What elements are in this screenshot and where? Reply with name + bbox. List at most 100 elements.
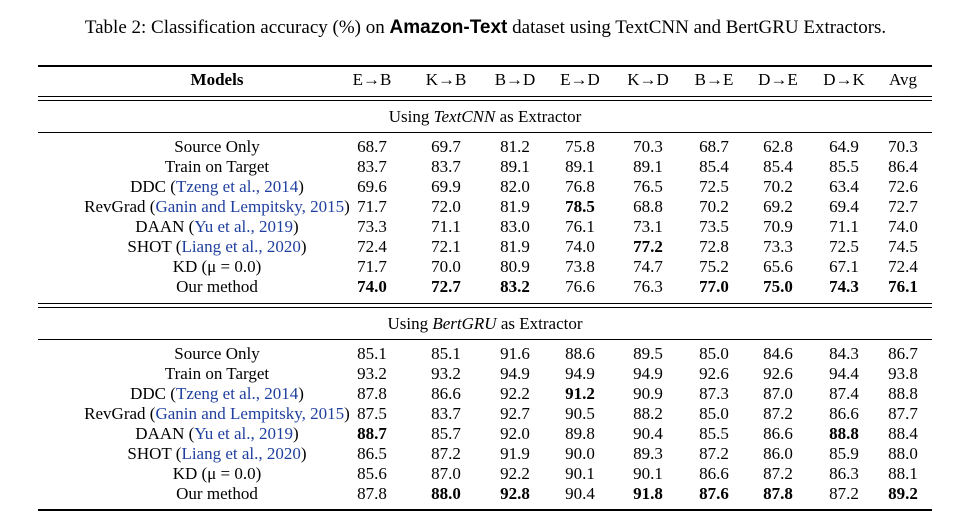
column-header: D→K xyxy=(823,70,865,89)
table-cell: 87.8 xyxy=(763,484,793,503)
table-cell: 72.1 xyxy=(431,237,461,256)
table-cell: 92.7 xyxy=(500,404,530,423)
model-name: Source Only xyxy=(38,137,396,157)
table-cell: 75.2 xyxy=(699,257,729,276)
table-cell: 72.7 xyxy=(888,197,918,216)
table-cell: 87.7 xyxy=(888,404,918,423)
table-cell: 73.3 xyxy=(763,237,793,256)
model-label: KD (μ = 0.0) xyxy=(172,257,262,276)
table-cell: 72.0 xyxy=(431,197,461,216)
model-label: Our method xyxy=(176,277,258,296)
model-name: RevGrad (Ganin and Lempitsky, 2015) xyxy=(84,404,350,423)
table-row: KD (μ = 0.0) 85.6 87.0 92.2 90.1 90.1 86.6 87.2… xyxy=(0,464,971,484)
table-cell: 70.0 xyxy=(431,257,461,276)
column-header: K→D xyxy=(627,70,669,89)
table-cell: 94.9 xyxy=(633,364,663,383)
table-cell: 94.9 xyxy=(500,364,530,383)
section-extractor: TextCNN xyxy=(433,107,496,126)
section-title-post: as Extractor xyxy=(495,107,582,126)
table-cell: 70.9 xyxy=(763,217,793,236)
table-cell: 69.6 xyxy=(357,177,387,196)
table-cell: 72.7 xyxy=(431,277,461,296)
table-cell: 91.6 xyxy=(500,344,530,363)
citation-link: Liang et al., 2020 xyxy=(181,444,301,463)
header-row: Models E→B K→B B→D E→D K→D B→E D→E D→K Avg xyxy=(0,70,971,90)
table-cell: 67.1 xyxy=(829,257,859,276)
caption-suffix: dataset using TextCNN and BertGRU Extrac… xyxy=(507,17,887,38)
table-cell: 86.4 xyxy=(888,157,918,176)
model-name: Train on Target xyxy=(38,364,396,384)
table-cell: 85.4 xyxy=(763,157,793,176)
table-cell: 75.0 xyxy=(763,277,793,296)
table-cell: 65.6 xyxy=(763,257,793,276)
column-header: K→B xyxy=(425,70,467,89)
model-label: DAAN xyxy=(135,424,185,443)
table-cell: 73.8 xyxy=(565,257,595,276)
model-name: KD (μ = 0.0) xyxy=(38,257,396,277)
model-label: Train on Target xyxy=(164,157,270,176)
table-cell: 68.7 xyxy=(699,137,729,156)
table-row: DDC (Tzeng et al., 2014) 69.6 69.9 82.0 76.8… xyxy=(0,177,971,197)
model-label: SHOT xyxy=(127,237,172,256)
model-label: KD (μ = 0.0) xyxy=(172,464,262,483)
table-cell: 87.0 xyxy=(763,384,793,403)
table-rule xyxy=(38,339,932,340)
table-cell: 72.4 xyxy=(888,257,918,276)
table-cell: 69.4 xyxy=(829,197,859,216)
table-row: DAAN (Yu et al., 2019) 73.3 71.1 83.0 76.1 73… xyxy=(0,217,971,237)
table-cell: 72.4 xyxy=(357,237,387,256)
table-row: Train on Target 83.7 83.7 89.1 89.1 89.1 85.4 8… xyxy=(0,157,971,177)
caption-dataset: Amazon-Text xyxy=(389,17,508,38)
model-name: Source Only xyxy=(38,344,396,364)
model-name: SHOT (Liang et al., 2020) xyxy=(127,444,307,463)
model-name: KD (μ = 0.0) xyxy=(38,464,396,484)
table-cell: 81.2 xyxy=(500,137,530,156)
table-cell: 85.1 xyxy=(431,344,461,363)
section-title-pre: Using xyxy=(388,107,434,126)
table-cell: 92.0 xyxy=(500,424,530,443)
table-cell: 69.7 xyxy=(431,137,461,156)
table-cell: 85.4 xyxy=(699,157,729,176)
table-cell: 91.9 xyxy=(500,444,530,463)
table-cell: 87.2 xyxy=(763,464,793,483)
table-cell: 90.9 xyxy=(633,384,663,403)
table-row: DAAN (Yu et al., 2019) 88.7 85.7 92.0 89.8 90… xyxy=(0,424,971,444)
table-cell: 77.0 xyxy=(699,277,729,296)
table-cell: 90.0 xyxy=(565,444,595,463)
table-cell: 81.9 xyxy=(500,237,530,256)
table-cell: 85.0 xyxy=(699,344,729,363)
table-cell: 87.2 xyxy=(763,404,793,423)
table-row: Source Only 68.7 69.7 81.2 75.8 70.3 68.7 62.8 6… xyxy=(0,137,971,157)
table-cell: 78.5 xyxy=(565,197,595,216)
table-cell: 90.5 xyxy=(565,404,595,423)
table-cell: 69.9 xyxy=(431,177,461,196)
table-cell: 89.1 xyxy=(633,157,663,176)
table-cell: 88.2 xyxy=(633,404,663,423)
table-cell: 74.7 xyxy=(633,257,663,276)
table-cell: 87.2 xyxy=(431,444,461,463)
table-cell: 83.2 xyxy=(500,277,530,296)
column-header: D→E xyxy=(758,70,798,89)
citation-link: Tzeng et al., 2014 xyxy=(175,177,299,196)
citation-link: Ganin and Lempitsky, 2015 xyxy=(155,197,345,216)
table-cell: 70.2 xyxy=(763,177,793,196)
model-name: Our method xyxy=(38,277,396,297)
table-cell: 72.8 xyxy=(699,237,729,256)
table-cell: 85.0 xyxy=(699,404,729,423)
table-cell: 64.9 xyxy=(829,137,859,156)
citation-link: Liang et al., 2020 xyxy=(181,237,301,256)
table-cell: 87.0 xyxy=(431,464,461,483)
table-cell: 92.6 xyxy=(699,364,729,383)
model-name: SHOT (Liang et al., 2020) xyxy=(127,237,307,256)
table-cell: 76.6 xyxy=(565,277,595,296)
table-cell: 86.6 xyxy=(699,464,729,483)
table-cell: 70.3 xyxy=(633,137,663,156)
table-cell: 83.0 xyxy=(500,217,530,236)
caption-prefix: Table 2: Classification accuracy (%) on xyxy=(84,17,390,38)
table-row: Train on Target 93.2 93.2 94.9 94.9 94.9 92.6 9… xyxy=(0,364,971,384)
table-cell: 76.1 xyxy=(565,217,595,236)
model-label: DDC xyxy=(130,177,167,196)
table-cell: 81.9 xyxy=(500,197,530,216)
table-row: DDC (Tzeng et al., 2014) 87.8 86.6 92.2 91.2… xyxy=(0,384,971,404)
model-label: RevGrad xyxy=(84,197,146,216)
